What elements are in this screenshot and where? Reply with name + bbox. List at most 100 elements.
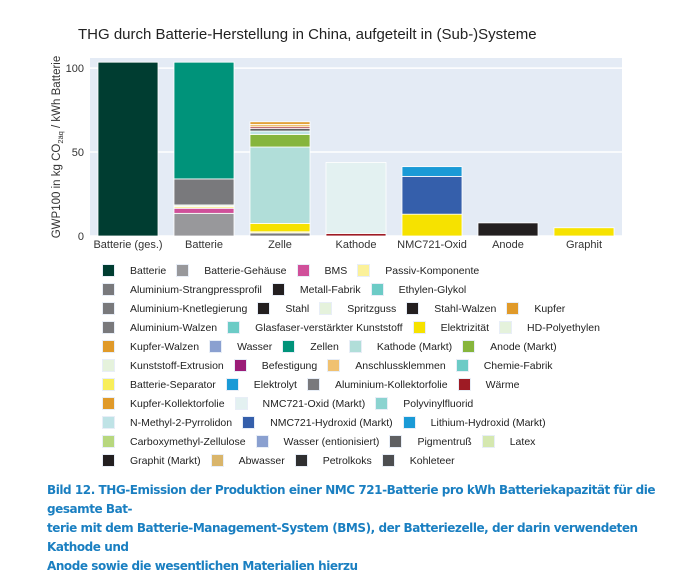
legend-item: Aluminium-Walzen: [102, 321, 217, 334]
legend-item: Wasser (entionisiert): [255, 435, 379, 448]
legend-item: Latex: [481, 435, 536, 448]
legend-item: Abwasser: [210, 454, 285, 467]
legend-label: Kupfer-Kollektorfolie: [130, 397, 225, 410]
legend-item: Stahl-Walzen: [406, 302, 496, 315]
legend-label: Passiv-Komponente: [385, 264, 480, 277]
legend-label: Petrolkoks: [322, 454, 372, 467]
legend-item: Anschlussklemmen: [327, 359, 446, 372]
legend-swatch: [225, 378, 239, 391]
legend-swatch: [406, 302, 420, 315]
legend-item: Aluminium-Kollektorfolie: [306, 378, 448, 391]
legend-row: N-Methyl-2-Pyrrolidon NMC721-Hydroxid (Ma…: [102, 413, 610, 432]
legend-swatch: [102, 397, 115, 410]
x-tick-label: Zelle: [268, 239, 292, 251]
legend-item: Kupfer: [506, 302, 565, 315]
legend-label: Graphit (Markt): [130, 454, 201, 467]
legend-label: Kupfer-Walzen: [130, 340, 200, 353]
legend-item: BMS: [296, 264, 347, 277]
legend-swatch: [102, 264, 115, 277]
bar-segment: [401, 166, 463, 177]
figure-caption: Bild 12. THG-Emission der Produktion ein…: [47, 481, 677, 576]
y-tick-label: 50: [72, 147, 84, 159]
bar-segment: [401, 175, 463, 215]
legend-swatch: [102, 340, 115, 353]
bar-segment: [249, 146, 311, 224]
legend-label: Wasser: [237, 340, 273, 353]
legend-swatch: [102, 283, 115, 296]
legend-row: Aluminium-Strangpressprofil Metall-Fabrik…: [102, 280, 610, 299]
legend-item: Anode (Markt): [462, 340, 557, 353]
bar-segment: [173, 212, 235, 237]
legend-swatch: [282, 340, 296, 353]
bar-segment: [173, 178, 235, 206]
legend-label: Batterie: [130, 264, 167, 277]
caption-line: Anode sowie die wesentlichen Materialien…: [47, 559, 358, 573]
legend-row: Kupfer-Walzen Wasser Zellen Kathode (Markt)…: [102, 337, 610, 356]
bar-segment: [249, 223, 311, 233]
legend-item: Polyvinylfluorid: [375, 397, 473, 410]
legend-label: Aluminium-Kollektorfolie: [334, 378, 448, 391]
legend-label: Pigmentruß: [417, 435, 472, 448]
legend-row: Batterie Batterie-Gehäuse BMS Passiv-Kompon…: [102, 261, 610, 280]
x-tick-label: Kathode: [336, 239, 377, 251]
legend-swatch: [255, 435, 269, 448]
legend-label: NMC721-Oxid (Markt): [262, 397, 366, 410]
legend-label: Batterie-Separator: [130, 378, 216, 391]
legend-row: Aluminium-Walzen Glasfaser-verstärkter Ku…: [102, 318, 610, 337]
legend-label: Lithium-Hydroxid (Markt): [430, 416, 546, 429]
legend-swatch: [389, 435, 403, 448]
legend-label: Stahl: [285, 302, 310, 315]
legend-row: Aluminium-Knetlegierung Stahl Spritzguss St…: [102, 299, 610, 318]
legend: Batterie Batterie-Gehäuse BMS Passiv-Kompon…: [102, 261, 610, 470]
legend-item: Petrolkoks: [294, 454, 372, 467]
legend-label: Batterie-Gehäuse: [204, 264, 287, 277]
x-tick-label: Anode: [492, 239, 524, 251]
bar-segment: [553, 227, 615, 237]
legend-item: Lithium-Hydroxid (Markt): [402, 416, 546, 429]
x-tick-label: Graphit: [566, 239, 602, 251]
legend-item: Glasfaser-verstärkter Kunststoff: [227, 321, 403, 334]
legend-swatch: [242, 416, 256, 429]
legend-label: Elektrolyt: [253, 378, 297, 391]
legend-swatch: [412, 321, 426, 334]
legend-swatch: [176, 264, 190, 277]
legend-swatch: [102, 435, 115, 448]
legend-label: Latex: [509, 435, 536, 448]
chart-title: THG durch Batterie-Herstellung in China,…: [78, 26, 537, 43]
legend-item: Wärme: [457, 378, 519, 391]
legend-swatch: [348, 340, 362, 353]
legend-item: HD-Polyethylen: [499, 321, 600, 334]
legend-item: Wasser: [209, 340, 272, 353]
legend-item: NMC721-Hydroxid (Markt): [242, 416, 393, 429]
legend-item: Passiv-Komponente: [357, 264, 479, 277]
legend-label: Zellen: [310, 340, 339, 353]
legend-label: Abwasser: [238, 454, 285, 467]
legend-item: Ethylen-Glykol: [370, 283, 467, 296]
legend-swatch: [210, 454, 224, 467]
legend-label: Ethylen-Glykol: [398, 283, 467, 296]
legend-swatch: [102, 302, 115, 315]
legend-swatch: [319, 302, 333, 315]
legend-item: Zellen: [282, 340, 339, 353]
legend-label: Carboxymethyl-Zellulose: [130, 435, 246, 448]
legend-label: Kupfer: [534, 302, 566, 315]
legend-swatch: [506, 302, 520, 315]
legend-row: Graphit (Markt) Abwasser Petrolkoks Kohlete…: [102, 451, 610, 470]
legend-item: Graphit (Markt): [102, 454, 201, 467]
legend-label: Stahl-Walzen: [434, 302, 497, 315]
legend-swatch: [296, 264, 310, 277]
legend-swatch: [209, 340, 223, 353]
legend-label: Polyvinylfluorid: [403, 397, 474, 410]
legend-item: Spritzguss: [319, 302, 396, 315]
legend-label: Elektrizität: [440, 321, 490, 334]
legend-swatch: [402, 416, 416, 429]
legend-swatch: [271, 283, 285, 296]
legend-label: Anode (Markt): [490, 340, 557, 353]
legend-item: Aluminium-Strangpressprofil: [102, 283, 262, 296]
bar-segment: [249, 134, 311, 148]
bar-segment: [477, 222, 539, 237]
legend-label: Kunststoff-Extrusion: [130, 359, 224, 372]
legend-item: Elektrizität: [412, 321, 490, 334]
legend-label: Chemie-Fabrik: [483, 359, 553, 372]
